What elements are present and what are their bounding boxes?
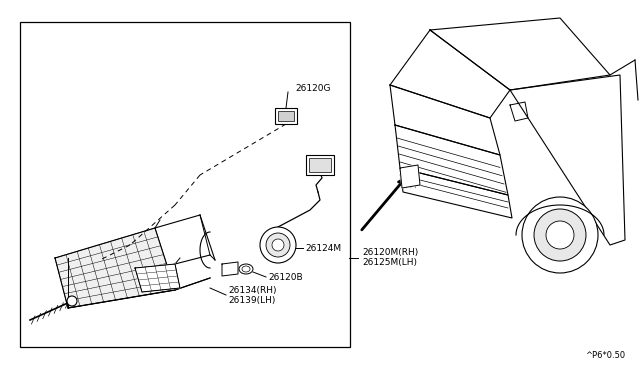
- Polygon shape: [135, 264, 180, 292]
- Bar: [306, 155, 334, 175]
- Ellipse shape: [242, 266, 250, 272]
- Polygon shape: [400, 168, 512, 218]
- Bar: [275, 108, 297, 124]
- Text: ^P6*0.50: ^P6*0.50: [585, 351, 625, 360]
- Text: 26125M(LH): 26125M(LH): [362, 259, 417, 267]
- Polygon shape: [400, 165, 420, 188]
- Polygon shape: [222, 262, 238, 276]
- Text: 26124M: 26124M: [305, 244, 341, 253]
- Text: 26120G: 26120G: [295, 83, 330, 93]
- Bar: [20, 22, 350, 347]
- Bar: [309, 158, 331, 172]
- Circle shape: [260, 227, 296, 263]
- Polygon shape: [430, 18, 610, 90]
- Polygon shape: [390, 85, 500, 155]
- Text: 26120M(RH): 26120M(RH): [362, 248, 419, 257]
- Circle shape: [272, 239, 284, 251]
- Polygon shape: [390, 30, 510, 118]
- Circle shape: [67, 296, 77, 306]
- Polygon shape: [55, 228, 175, 308]
- Ellipse shape: [239, 264, 253, 274]
- Polygon shape: [395, 125, 508, 195]
- Text: 26120B: 26120B: [268, 273, 303, 282]
- Circle shape: [522, 197, 598, 273]
- Bar: [278, 111, 294, 121]
- Circle shape: [546, 221, 574, 249]
- Circle shape: [534, 209, 586, 261]
- Text: 26134(RH): 26134(RH): [228, 286, 276, 295]
- Text: 26139(LH): 26139(LH): [228, 295, 275, 305]
- Circle shape: [266, 233, 290, 257]
- Polygon shape: [510, 75, 625, 245]
